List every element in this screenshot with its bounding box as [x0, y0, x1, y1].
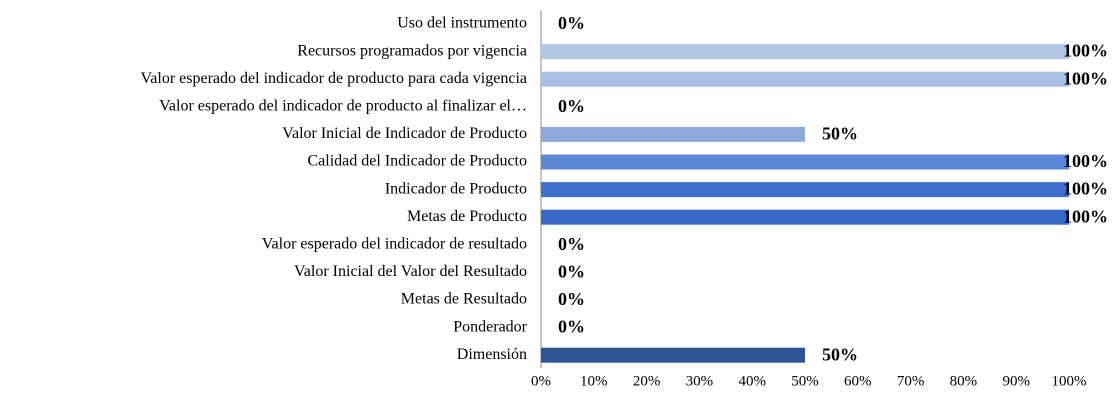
bar — [541, 154, 1069, 170]
y-tick-label: Ponderador — [453, 318, 527, 335]
data-label: 0% — [558, 13, 585, 33]
bar — [541, 182, 1069, 198]
y-tick-label: Recursos programados por vigencia — [297, 42, 527, 59]
data-label: 0% — [558, 262, 585, 282]
x-tick-label: 30% — [686, 373, 714, 389]
data-label: 0% — [558, 289, 585, 309]
x-tick-label: 70% — [897, 373, 925, 389]
data-label: 100% — [1063, 41, 1108, 61]
y-tick-label: Valor esperado del indicador de producto… — [141, 70, 528, 87]
x-tick-label: 0% — [531, 373, 551, 389]
y-tick-label: Valor esperado del indicador de resultad… — [262, 235, 527, 252]
x-tick-label: 50% — [791, 373, 819, 389]
data-label: 50% — [822, 124, 858, 144]
x-tick-label: 100% — [1052, 373, 1087, 389]
bar — [541, 126, 805, 142]
data-label: 100% — [1063, 68, 1108, 88]
x-tick-label: 60% — [844, 373, 872, 389]
data-label: 100% — [1063, 151, 1108, 171]
y-tick-label: Calidad del Indicador de Producto — [308, 153, 528, 170]
y-tick-label: Valor Inicial de Indicador de Producto — [282, 125, 527, 142]
bar — [541, 347, 805, 363]
x-tick-label: 80% — [950, 373, 978, 389]
y-tick-label: Valor Inicial del Valor del Resultado — [294, 263, 527, 280]
y-tick-label: Uso del instrumento — [397, 15, 527, 32]
bar — [541, 44, 1069, 60]
y-tick-label: Metas de Producto — [407, 208, 527, 225]
data-label: 50% — [822, 344, 858, 364]
x-tick-label: 90% — [1002, 373, 1030, 389]
x-tick-label: 10% — [580, 373, 608, 389]
y-tick-label: Valor esperado del indicador de producto… — [159, 97, 527, 114]
y-tick-label: Dimensión — [457, 346, 527, 363]
x-tick-label: 20% — [633, 373, 661, 389]
x-tick-label: 40% — [738, 373, 766, 389]
bar — [541, 71, 1069, 87]
data-label: 100% — [1063, 206, 1108, 226]
y-tick-label: Metas de Resultado — [401, 291, 527, 308]
data-label: 0% — [558, 96, 585, 116]
y-tick-label: Indicador de Producto — [385, 180, 527, 197]
data-label: 0% — [558, 234, 585, 254]
bar — [541, 209, 1069, 225]
data-label: 0% — [558, 317, 585, 337]
data-label: 100% — [1063, 179, 1108, 199]
